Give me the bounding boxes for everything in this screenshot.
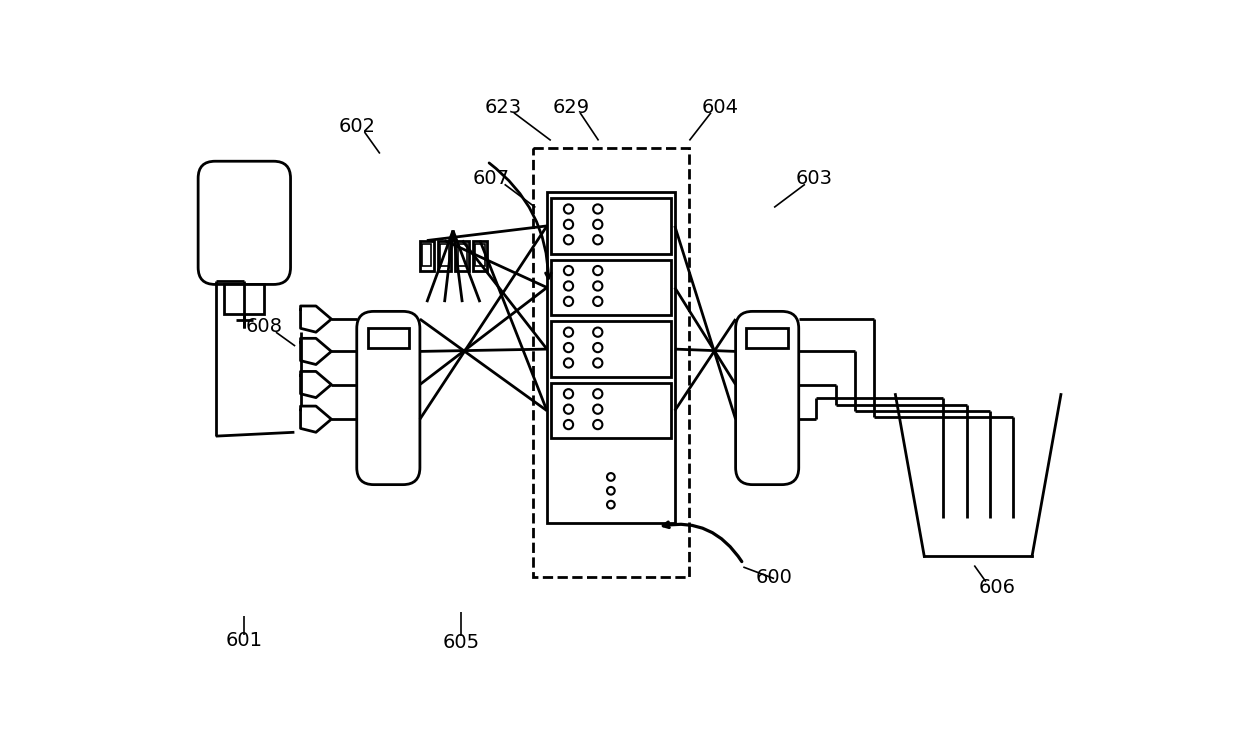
Circle shape xyxy=(564,327,573,337)
Bar xyxy=(746,328,787,349)
Circle shape xyxy=(564,389,573,399)
Text: 603: 603 xyxy=(796,170,832,189)
Text: 606: 606 xyxy=(978,578,1016,597)
Bar xyxy=(420,241,434,272)
Circle shape xyxy=(564,266,573,275)
FancyBboxPatch shape xyxy=(357,311,420,484)
Bar xyxy=(551,383,671,438)
Circle shape xyxy=(564,297,573,306)
Circle shape xyxy=(564,358,573,368)
Bar xyxy=(551,321,671,377)
Circle shape xyxy=(593,235,603,244)
Circle shape xyxy=(564,281,573,291)
Circle shape xyxy=(593,420,603,429)
Bar xyxy=(458,244,467,266)
Circle shape xyxy=(593,358,603,368)
Circle shape xyxy=(608,487,615,495)
Circle shape xyxy=(593,219,603,229)
Text: 607: 607 xyxy=(472,170,510,189)
Bar xyxy=(547,192,675,523)
Circle shape xyxy=(593,281,603,291)
Circle shape xyxy=(593,327,603,337)
Text: 600: 600 xyxy=(755,567,792,586)
Circle shape xyxy=(593,404,603,414)
Circle shape xyxy=(593,204,603,214)
Text: 629: 629 xyxy=(552,98,589,117)
Bar xyxy=(367,328,409,349)
Bar xyxy=(472,241,487,272)
Circle shape xyxy=(593,297,603,306)
Circle shape xyxy=(608,473,615,481)
Bar xyxy=(422,244,432,266)
Circle shape xyxy=(608,501,615,509)
FancyBboxPatch shape xyxy=(198,161,290,285)
Circle shape xyxy=(564,343,573,352)
Text: 608: 608 xyxy=(246,317,283,336)
Circle shape xyxy=(593,343,603,352)
Circle shape xyxy=(593,389,603,399)
Bar xyxy=(438,241,451,272)
Text: 623: 623 xyxy=(485,98,522,117)
Circle shape xyxy=(564,404,573,414)
Text: 601: 601 xyxy=(226,631,263,650)
Text: 604: 604 xyxy=(702,98,739,117)
Bar xyxy=(551,198,671,254)
Circle shape xyxy=(593,266,603,275)
Bar xyxy=(475,244,485,266)
Circle shape xyxy=(564,204,573,214)
Bar xyxy=(551,260,671,315)
Bar xyxy=(455,241,469,272)
Circle shape xyxy=(564,235,573,244)
Circle shape xyxy=(564,219,573,229)
Text: 602: 602 xyxy=(339,117,376,136)
Bar xyxy=(224,285,264,313)
Bar xyxy=(440,244,449,266)
Circle shape xyxy=(564,420,573,429)
FancyBboxPatch shape xyxy=(735,311,799,484)
Bar xyxy=(533,148,688,577)
Text: 605: 605 xyxy=(443,633,480,652)
